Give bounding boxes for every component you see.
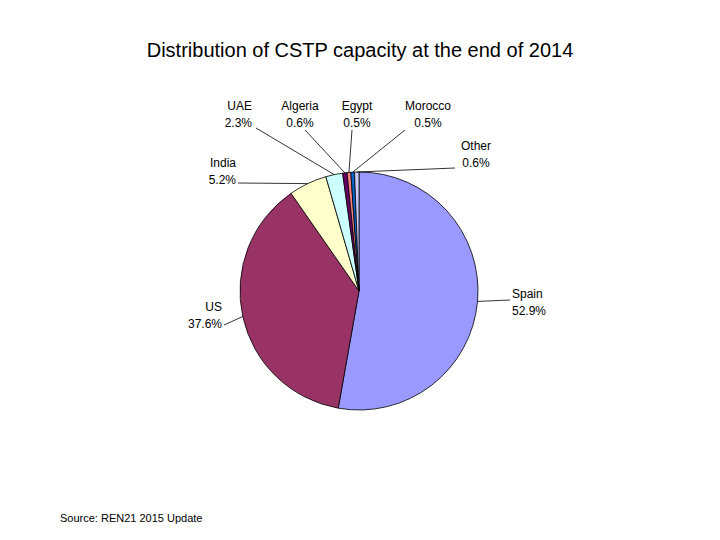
pie-slice [338,172,478,410]
slice-value-label: 0.5% [343,116,371,130]
slice-category-label: UAE [227,99,252,113]
slice-value-label: 0.6% [286,116,314,130]
slice-value-label: 37.6% [188,317,222,331]
leader-line [238,183,308,185]
pie-slice [347,172,359,291]
leader-line [353,130,405,172]
source-note: Source: REN21 2015 Update [60,512,202,524]
chart: Distribution of CSTP capacity at the end… [0,0,720,540]
slice-category-label: Egypt [342,99,373,113]
title: Distribution of CSTP capacity at the end… [147,39,574,61]
background [0,0,720,540]
slice-value-label: 2.3% [225,116,253,130]
slice-category-label: Other [461,139,491,153]
pie-slice [355,172,359,291]
leader-line [349,130,352,172]
slice-value-label: 5.2% [209,173,237,187]
leader-line [305,130,345,173]
slice-value-label: 0.5% [414,116,442,130]
pie-slice [343,173,359,291]
pie-labels: Spain 52.9% US 37.6% India 5.2% UAE 2.3% Algeria… [188,99,546,331]
slice-category-label: India [210,156,236,170]
leader-line [478,300,510,301]
leader-line [357,168,455,172]
chart-container: Distribution of CSTP capacity at the end… [0,0,720,540]
leader-line [224,317,243,325]
slice-category-label: Morocco [405,99,451,113]
slice-category-label: US [205,300,222,314]
leader-line [256,128,334,175]
slice-value-label: 52.9% [512,304,546,318]
slice-category-label: Spain [512,287,543,301]
slice-category-label: Algeria [281,99,319,113]
pie-slices [240,172,478,410]
pie-slice [351,172,359,291]
slice-value-label: 0.6% [462,156,490,170]
